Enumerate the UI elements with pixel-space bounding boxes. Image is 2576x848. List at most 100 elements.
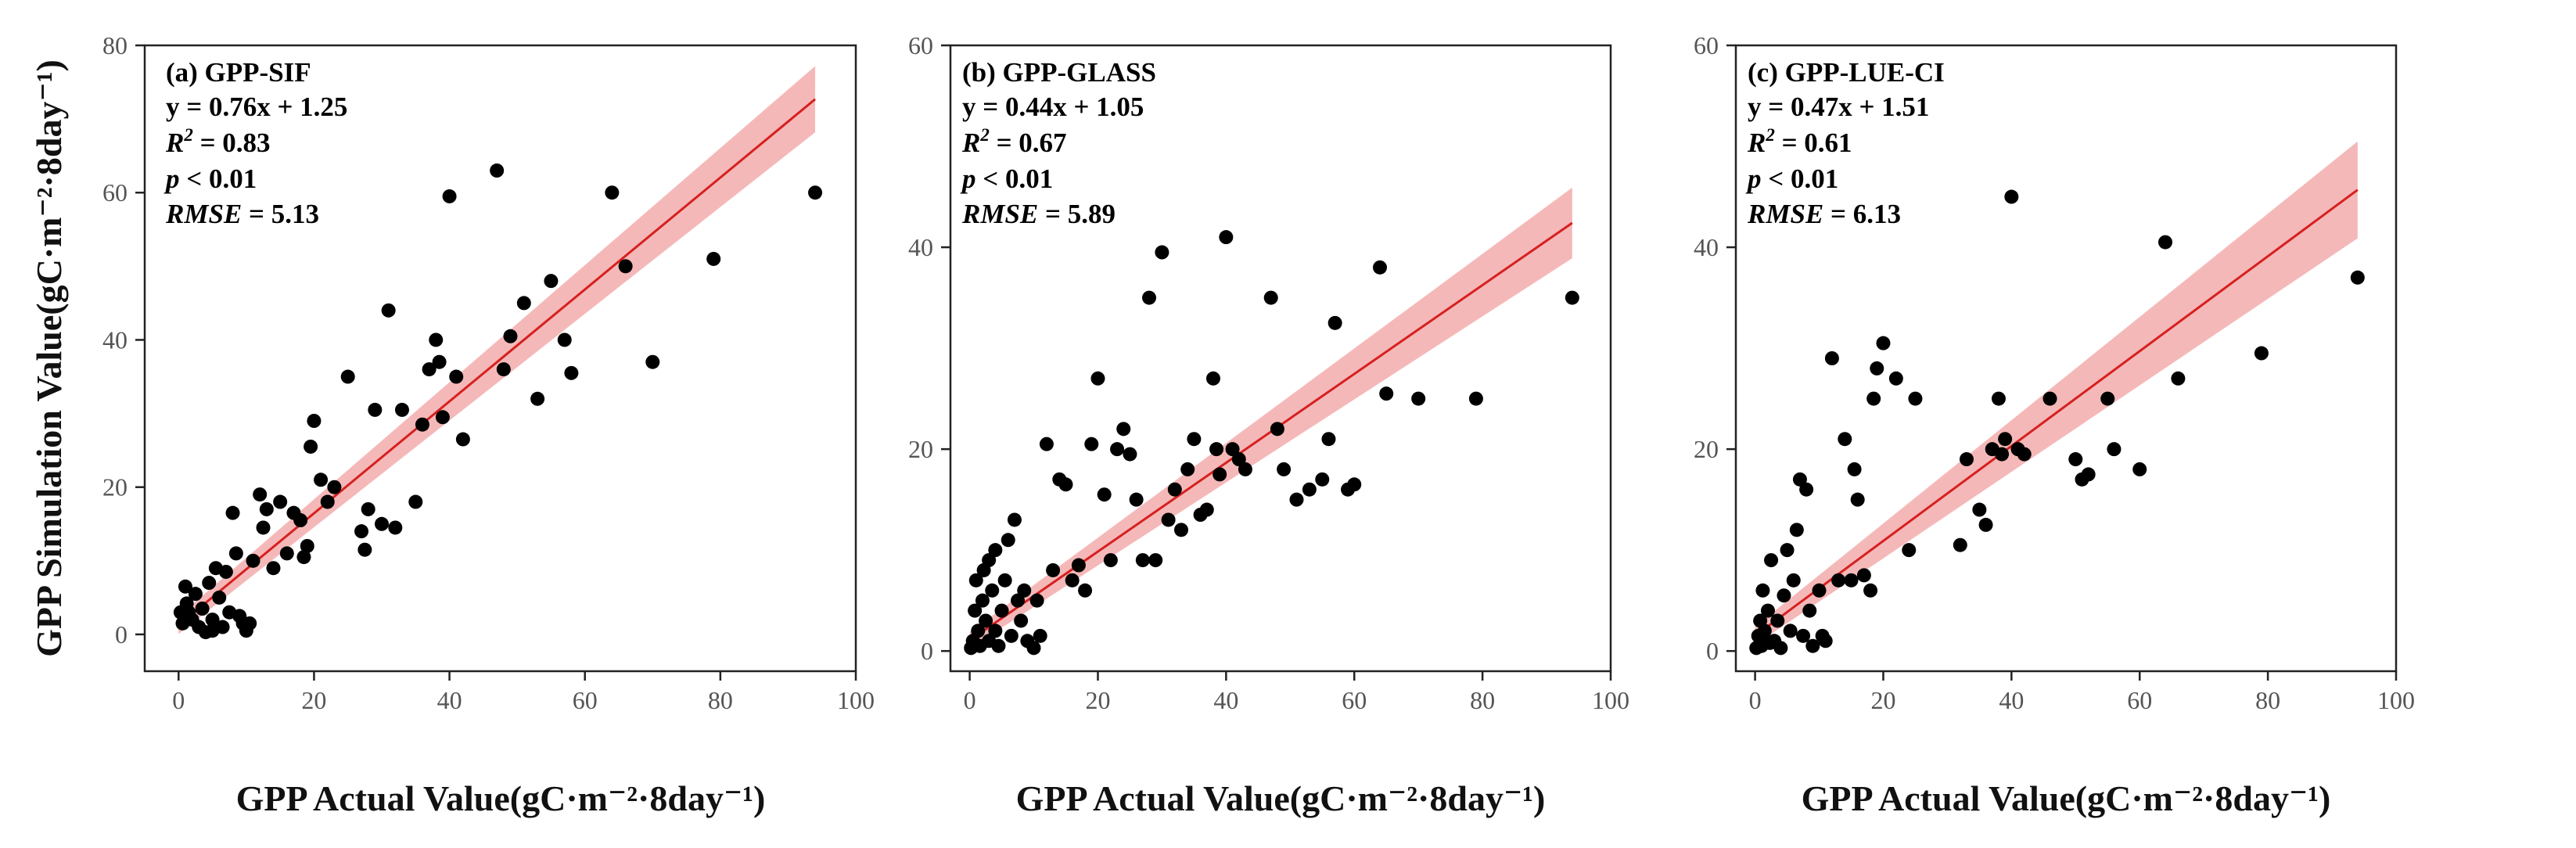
scatter-point (1110, 442, 1125, 457)
y-tick-label: 60 (1694, 31, 1719, 59)
scatter-point (1187, 432, 1202, 447)
scatter-point (1277, 462, 1292, 476)
scatter-point (1078, 583, 1093, 598)
panel-c: 0 20 40 60 80 100 0 20 40 60 (c) GPP-LUE-CI y = 0… (1694, 31, 2415, 818)
x-tick-label: 40 (1999, 686, 2024, 714)
scatter-point (1468, 391, 1483, 406)
r2-stat: R2 = 0.61 (1747, 125, 1852, 158)
scatter-point (225, 505, 240, 520)
scatter-point (1231, 452, 1246, 467)
scatter-point (304, 439, 318, 454)
scatter-point (1888, 371, 1903, 386)
scatter-point (490, 163, 505, 178)
scatter-point (2350, 270, 2365, 285)
r2-stat: R2 = 0.83 (165, 125, 271, 158)
scatter-point (994, 603, 1009, 618)
scatter-point (1786, 573, 1801, 587)
x-tick-label: 100 (837, 686, 875, 714)
rmse-stat: RMSE = 5.13 (165, 199, 319, 229)
panel-title: (c) GPP-LUE-CI (1748, 57, 1945, 88)
scatter-point (1773, 641, 1788, 656)
scatter-point (1001, 533, 1015, 548)
scatter-point (432, 354, 447, 369)
x-axis-label: GPP Actual Value(gC·m⁻²·8day⁻¹) (1802, 778, 2331, 818)
plot-frame (1734, 44, 2398, 673)
scatter-point (1755, 583, 1770, 598)
scatter-point (2017, 447, 2032, 462)
scatter-point (2004, 189, 2019, 204)
scatter-point (228, 546, 243, 561)
r2-stat: R2 = 0.67 (961, 125, 1067, 158)
scatter-point (2158, 235, 2173, 250)
scatter-point (195, 602, 210, 616)
scatter-point (2107, 442, 2122, 457)
p-stat: p < 0.01 (1745, 163, 1838, 194)
x-tick-label: 20 (301, 686, 326, 714)
scatter-point (218, 564, 233, 579)
scatter-point (1799, 482, 1814, 497)
confidence-band (1755, 141, 2358, 645)
scatter-point (2081, 467, 2096, 482)
x-tick-label: 0 (1749, 686, 1762, 714)
scatter-point (1071, 558, 1086, 573)
scatter-point (1959, 452, 1974, 467)
y-axis-label: GPP Simulation Value(gC·m⁻²·8day⁻¹) (29, 59, 69, 657)
scatter-point (618, 259, 633, 274)
scatter-point (1844, 573, 1859, 587)
y-tick-label: 60 (908, 31, 933, 59)
scatter-point (997, 573, 1012, 587)
scatter-point (1856, 568, 1871, 583)
scatter-point (564, 365, 579, 380)
scatter-point (605, 185, 620, 200)
x-tick-label: 80 (708, 686, 733, 714)
scatter-point (1373, 260, 1388, 275)
scatter-point (1411, 391, 1426, 406)
y-tick-label: 0 (115, 620, 128, 649)
scatter-point (1116, 422, 1131, 437)
scatter-point (246, 553, 260, 568)
x-tick-label: 40 (437, 686, 462, 714)
scatter-point (1876, 336, 1891, 350)
x-tick-label: 0 (172, 686, 185, 714)
scatter-point (340, 369, 355, 384)
x-tick-label: 80 (1470, 686, 1495, 714)
scatter-point (1161, 512, 1176, 527)
scatter-point (544, 274, 559, 289)
scatter-point (253, 487, 268, 502)
scatter-point (2042, 391, 2057, 406)
plot-frame (143, 44, 857, 673)
scatter-point (354, 524, 369, 539)
scatter-point (496, 362, 511, 377)
scatter-point (1863, 583, 1878, 598)
scatter-point (1007, 512, 1022, 527)
scatter-point (988, 543, 1003, 558)
scatter-point (1315, 472, 1330, 487)
regression-equation: y = 0.76x + 1.25 (166, 92, 347, 122)
x-tick-label: 40 (1213, 686, 1238, 714)
y-tick-label: 40 (1694, 233, 1719, 261)
scatter-point (1238, 462, 1252, 476)
scatter-point (293, 513, 308, 528)
scatter-point (1870, 361, 1884, 375)
p-stat: p < 0.01 (163, 163, 257, 194)
scatter-point (1812, 583, 1827, 598)
scatter-point (1978, 517, 1993, 532)
scatter-point (1014, 613, 1029, 628)
scatter-point (1847, 462, 1862, 476)
scatter-point (1953, 537, 1967, 552)
scatter-point (2254, 346, 2269, 361)
scatter-point (381, 303, 396, 318)
scatter-point (975, 593, 990, 608)
scatter-point (1289, 492, 1304, 507)
scatter-point (1033, 628, 1047, 643)
scatter-point (279, 546, 294, 561)
scatter-point (178, 579, 192, 594)
x-axis-label: GPP Actual Value(gC·m⁻²·8day⁻¹) (236, 778, 766, 818)
panel-title: (b) GPP-GLASS (962, 57, 1156, 88)
scatter-point (1263, 290, 1278, 305)
scatter-point (1565, 290, 1579, 305)
scatter-point (273, 494, 288, 509)
scatter-point (1155, 245, 1169, 260)
scatter-point (530, 391, 545, 406)
